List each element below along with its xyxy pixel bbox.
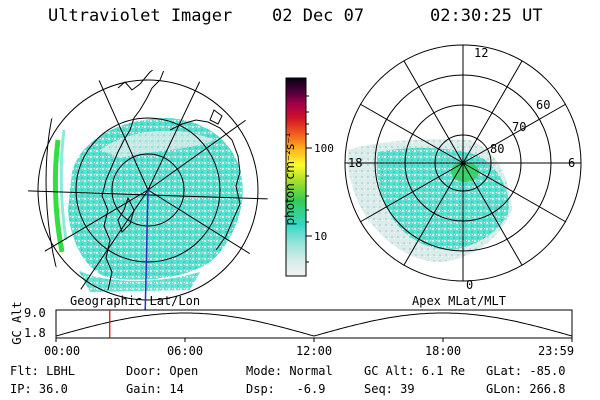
ip-label: IP: 36.0 — [10, 382, 68, 396]
colorbar-unit-label: photon cm⁻²s⁻¹ — [283, 132, 297, 226]
geo-aurora-light — [100, 130, 215, 158]
date-label: 02 Dec 07 — [272, 6, 365, 26]
coastlines — [101, 70, 241, 291]
instrument-title: Ultraviolet Imager — [48, 6, 233, 26]
altitude-curve — [55, 312, 573, 337]
mode-label: Mode: Normal — [246, 364, 333, 378]
alt-xtick-label: 06:00 — [166, 344, 204, 358]
glon-label: GLon: 266.8 — [486, 382, 566, 396]
alt-ytick-bottom: 1.8 — [24, 326, 46, 340]
geographic-map — [28, 70, 268, 310]
gc-alt-label: GC Alt: 6.1 Re — [364, 364, 466, 378]
mlt-0-label: 0 — [466, 278, 474, 292]
mlt-12-label: 12 — [474, 46, 489, 60]
altitude-plot — [55, 309, 573, 342]
glat-label: GLat: -85.0 — [486, 364, 566, 378]
gain-label: Gain: 14 — [126, 382, 184, 396]
mlt-18-label: 18 — [348, 156, 363, 170]
colorbar-tick-10: 10 — [314, 230, 328, 243]
alt-xtick-label: 00:00 — [43, 344, 81, 358]
polar-panel-label: Apex MLat/MLT — [412, 294, 506, 308]
alt-xtick-label: 23:59 — [537, 344, 575, 358]
geo-aurora-region — [68, 118, 243, 280]
alt-xtick-label: 12:00 — [295, 344, 333, 358]
time-label: 02:30:25 UT — [430, 6, 543, 26]
alt-xtick-label: 18:00 — [424, 344, 462, 358]
door-label: Door: Open — [126, 364, 199, 378]
colorbar-tick-100: 100 — [314, 142, 334, 155]
alt-ylabel: GC Alt — [10, 301, 24, 345]
flt-label: Flt: LBHL — [10, 364, 76, 378]
lat-80-label: 80 — [490, 142, 505, 156]
mlt-6-label: 6 — [568, 156, 576, 170]
seq-label: Seq: 39 — [364, 382, 415, 396]
polar-map — [344, 44, 582, 282]
lat-60-label: 60 — [536, 98, 551, 112]
colorbar — [285, 77, 312, 277]
alt-ytick-top: 9.0 — [24, 306, 46, 320]
dsp-label: Dsp: -6.9 — [246, 382, 326, 396]
geo-panel-label: Geographic Lat/Lon — [70, 294, 201, 308]
lat-70-label: 70 — [512, 120, 527, 134]
